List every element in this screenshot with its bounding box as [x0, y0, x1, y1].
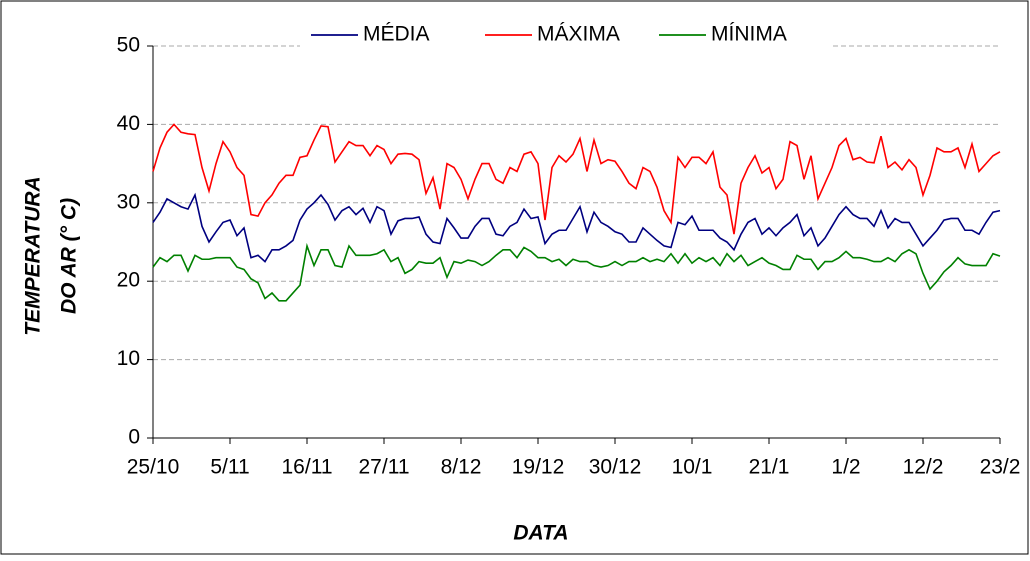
y-tick-label: 10: [117, 347, 140, 370]
x-tick-label: 10/1: [672, 456, 713, 479]
y-tick-label: 50: [117, 34, 140, 57]
x-tick-label: 5/11: [210, 456, 249, 479]
x-tick-label: 21/1: [749, 456, 790, 479]
x-tick-label: 1/2: [831, 456, 860, 479]
x-axis-title: DATA: [513, 522, 568, 545]
legend-label: MÍNIMA: [711, 23, 787, 46]
x-tick-label: 19/12: [512, 456, 565, 479]
y-axis-title: TEMPERATURA: [22, 176, 45, 335]
x-tick-label: 25/10: [127, 456, 180, 479]
x-tick-label: 30/12: [589, 456, 642, 479]
x-tick-label: 8/12: [441, 456, 482, 479]
legend-box: [300, 18, 830, 48]
y-tick-label: 30: [117, 190, 140, 213]
y-tick-label: 0: [128, 426, 140, 449]
x-tick-label: 27/11: [359, 456, 410, 479]
x-tick-label: 23/2: [980, 456, 1021, 479]
x-tick-label: 12/2: [903, 456, 944, 479]
legend-label: MÉDIA: [363, 23, 430, 46]
y-tick-label: 40: [117, 112, 140, 135]
data-line: [152, 123, 1001, 235]
legend-label: MÁXIMA: [537, 23, 620, 46]
y-tick-label: 20: [117, 269, 140, 292]
x-tick-label: 16/11: [282, 456, 333, 479]
y-axis-title: DO AR (° C): [58, 198, 81, 314]
data-line: [152, 192, 1001, 263]
data-line: [152, 242, 1001, 302]
